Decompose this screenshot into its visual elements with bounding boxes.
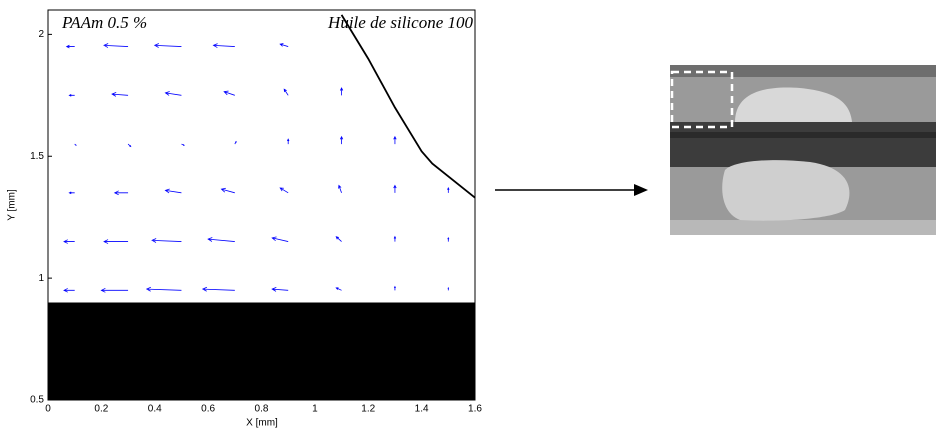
annotation: PAAm 0.5 %	[61, 13, 147, 32]
arrow-head	[634, 184, 648, 196]
x-tick-label: 1	[312, 404, 318, 415]
vector	[151, 238, 182, 243]
vector	[335, 236, 342, 242]
photo-drop	[722, 160, 850, 221]
vector	[393, 184, 397, 193]
zoom-box	[670, 70, 734, 129]
vector	[111, 92, 129, 97]
vector	[100, 287, 129, 293]
vector	[201, 286, 235, 292]
photo-channel-line	[670, 132, 936, 138]
x-tick-label: 0.4	[148, 404, 162, 415]
vector	[65, 44, 75, 49]
vector	[113, 190, 129, 196]
y-axis-label: Y [mm]	[7, 189, 18, 221]
vector	[145, 286, 182, 292]
x-tick-label: 0	[45, 404, 51, 415]
vector	[283, 88, 289, 96]
vector	[286, 138, 290, 145]
vector	[279, 187, 289, 194]
photo-channel	[670, 122, 936, 167]
vector	[103, 239, 129, 244]
vector	[393, 235, 397, 242]
photo-edge	[670, 65, 936, 77]
x-tick-label: 1.4	[415, 404, 429, 415]
vector	[207, 237, 235, 242]
vector	[271, 287, 289, 292]
vector	[127, 143, 132, 148]
vector	[220, 187, 235, 194]
vector	[103, 43, 129, 48]
vector	[447, 237, 450, 242]
photo-edge	[670, 220, 936, 235]
vector	[164, 188, 182, 194]
vector	[335, 287, 342, 291]
vector	[164, 91, 182, 96]
photo	[670, 65, 936, 235]
photo-drop	[735, 87, 852, 122]
vector	[393, 135, 397, 145]
vector	[279, 43, 289, 47]
x-tick-label: 0.2	[94, 404, 108, 415]
annotation: Huile de silicone 100	[327, 13, 473, 32]
y-tick-label: 0.5	[30, 395, 44, 406]
vector	[338, 184, 342, 193]
vector	[63, 239, 75, 244]
vector	[223, 90, 235, 96]
x-tick-label: 1.6	[468, 404, 482, 415]
x-axis-label: X [mm]	[246, 418, 278, 429]
vector	[339, 87, 344, 96]
vector	[68, 191, 75, 195]
vector	[447, 187, 450, 193]
x-tick-label: 1.2	[361, 404, 375, 415]
vector	[63, 288, 75, 293]
vector	[447, 286, 450, 291]
vector	[153, 43, 182, 48]
vector	[271, 236, 289, 242]
vector	[68, 94, 75, 97]
y-tick-label: 2	[38, 29, 44, 40]
x-tick-label: 0.8	[255, 404, 269, 415]
wall	[48, 302, 475, 400]
vector	[339, 135, 344, 145]
x-tick-label: 0.6	[201, 404, 215, 415]
vector	[74, 143, 77, 146]
interface-line	[340, 14, 476, 199]
vector	[234, 140, 237, 145]
y-tick-label: 1	[38, 273, 44, 284]
vector	[393, 285, 396, 291]
vector	[212, 43, 235, 48]
vector	[181, 143, 185, 146]
y-tick-label: 1.5	[30, 151, 44, 162]
